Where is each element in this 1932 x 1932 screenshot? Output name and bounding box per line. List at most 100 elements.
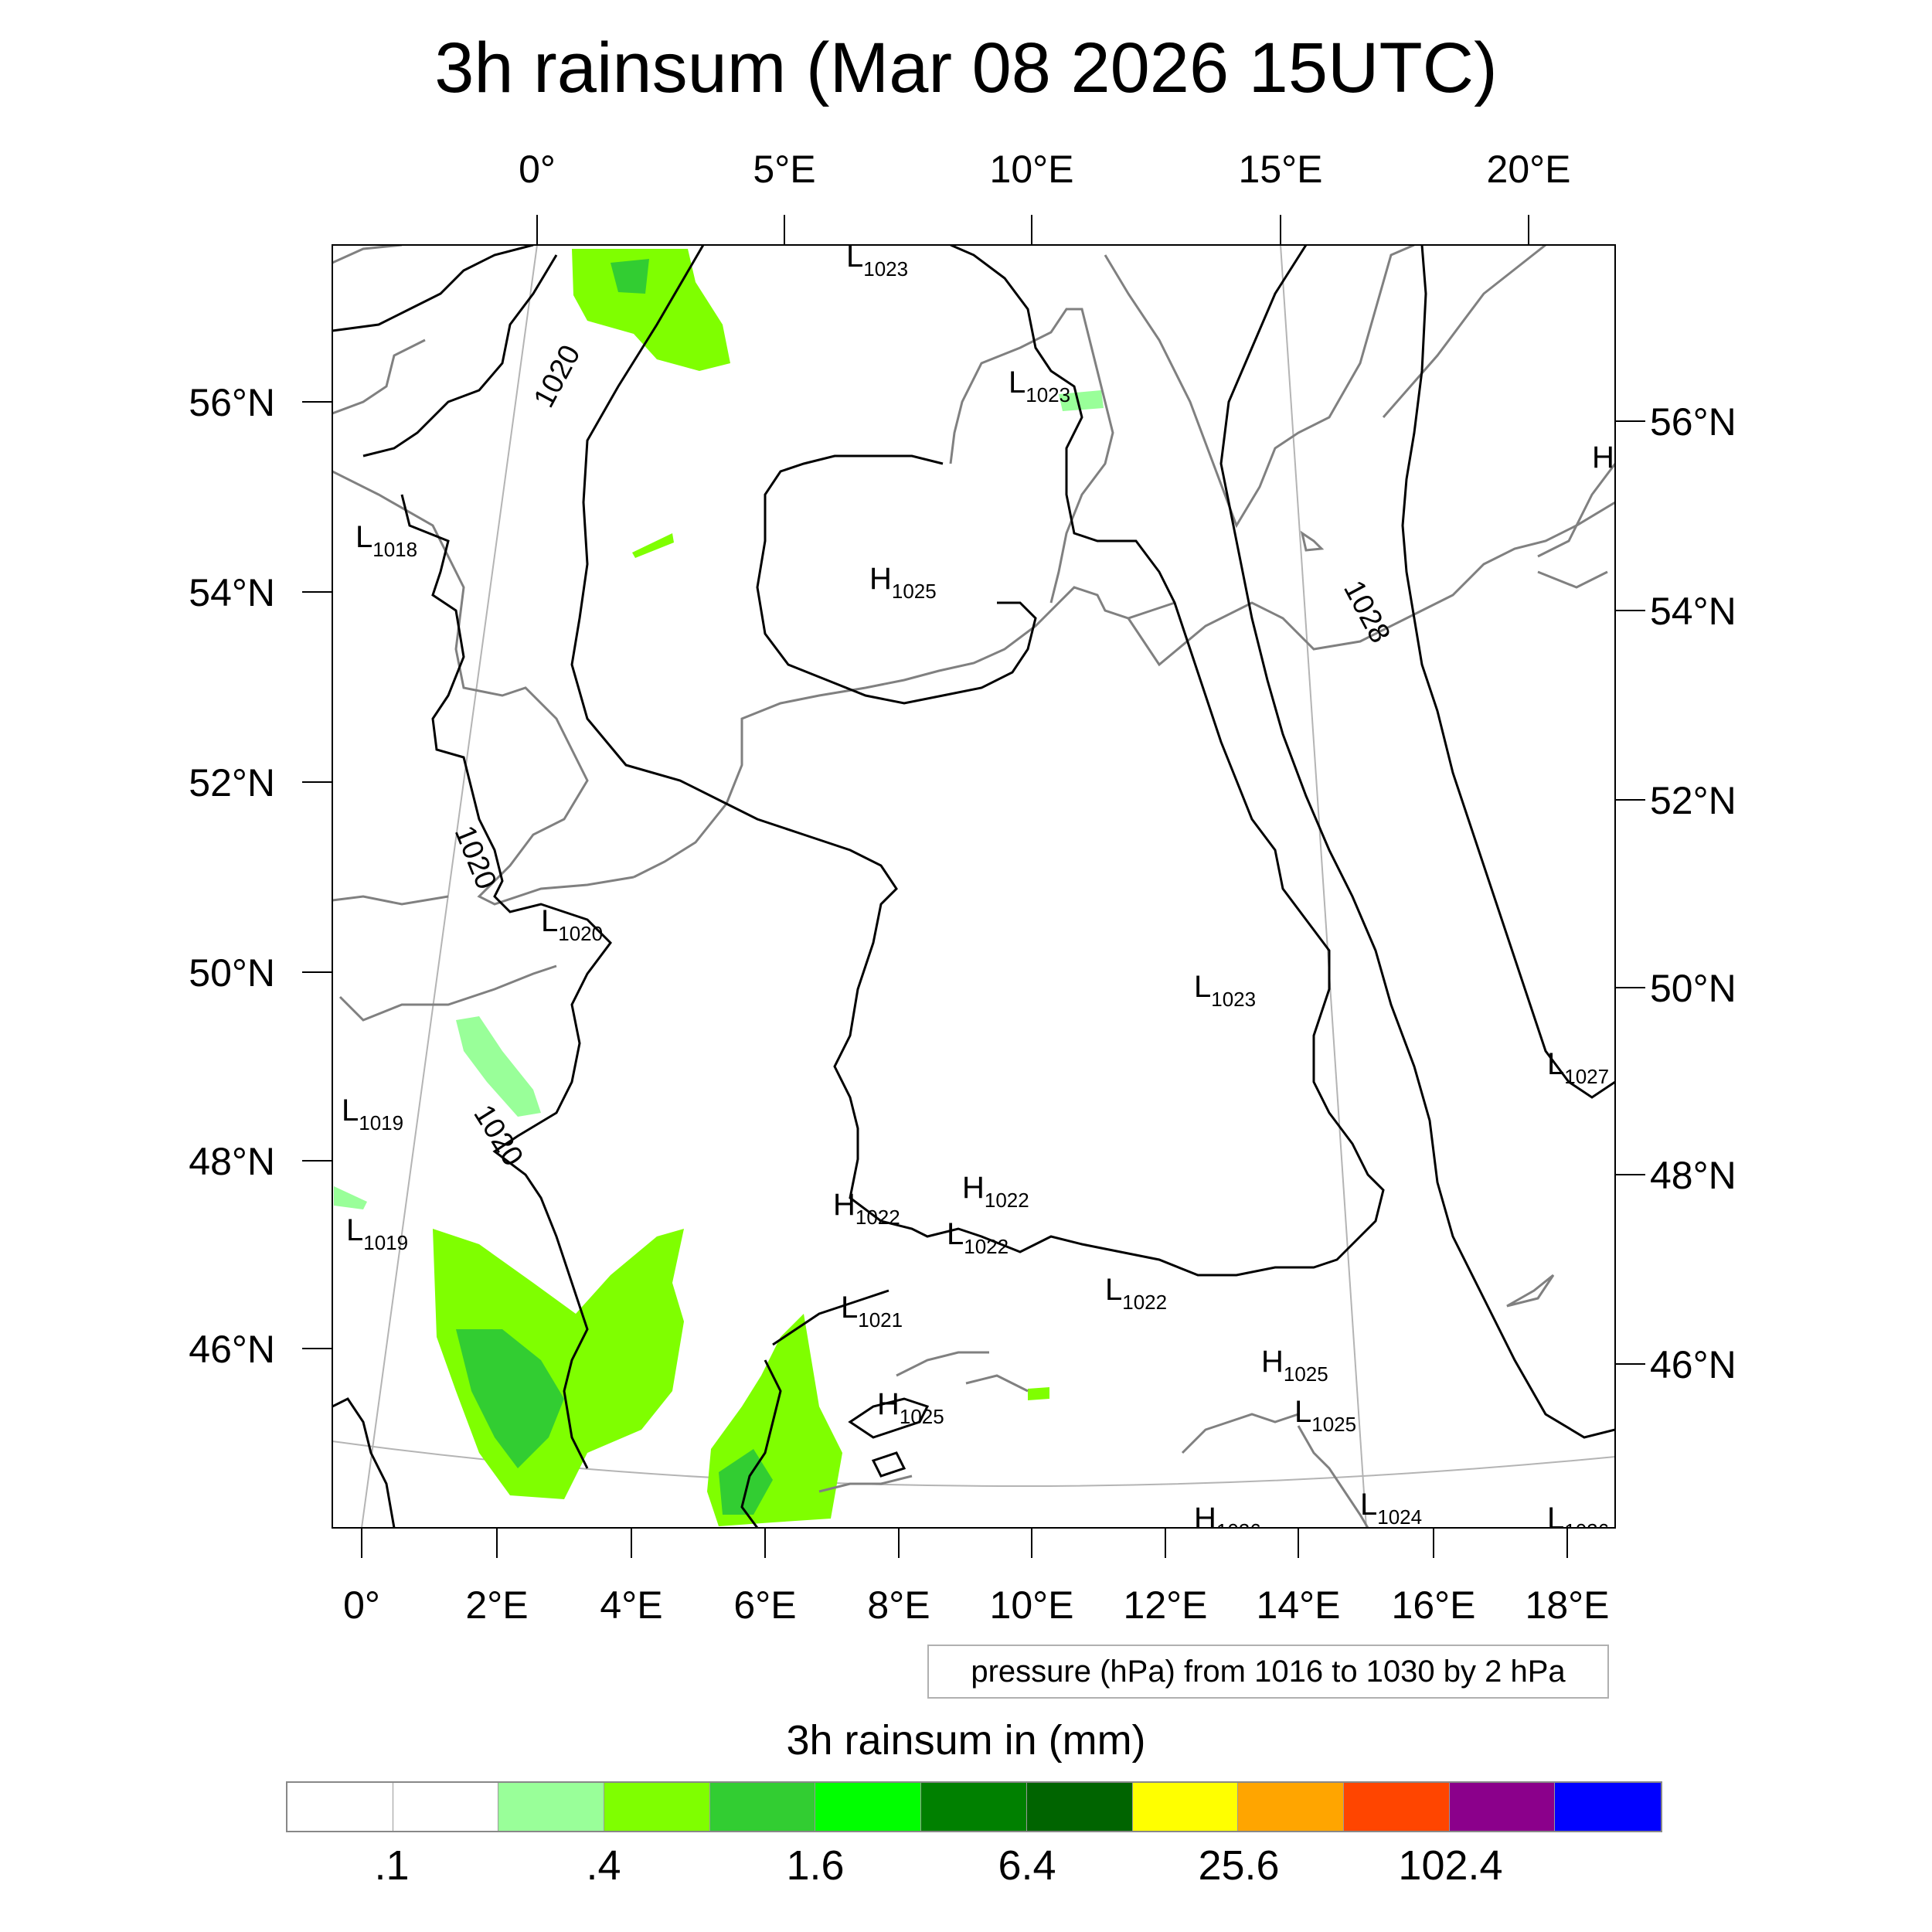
isobar-1028 bbox=[1219, 245, 1615, 1439]
colorbar-swatch bbox=[1449, 1783, 1556, 1831]
bottom-lon-label: 12°E bbox=[1124, 1583, 1208, 1627]
colorbar-tick-label: .1 bbox=[374, 1842, 410, 1889]
high-pressure-center: H1025 bbox=[877, 1387, 944, 1428]
rain-area-channel bbox=[456, 1016, 541, 1117]
isobar-labels: 1020 1020 1020 1028 bbox=[448, 340, 1396, 1172]
isobar-1020-main bbox=[570, 245, 1385, 1277]
coast-baltic-south bbox=[1127, 501, 1615, 667]
coast-denmark bbox=[949, 308, 1114, 604]
coastlines bbox=[332, 245, 1615, 1528]
right-lat-label: 46°N bbox=[1650, 1343, 1736, 1386]
rain-spot-italy bbox=[1028, 1387, 1049, 1400]
colorbar-tick-label: .4 bbox=[586, 1842, 621, 1889]
high-pressure-center: H1026 bbox=[1194, 1502, 1261, 1543]
colorbar-title: 3h rainsum in (mm) bbox=[786, 1717, 1146, 1764]
top-lon-label: 20°E bbox=[1487, 148, 1571, 191]
rain-area-denmark bbox=[1059, 390, 1104, 411]
left-lat-label: 54°N bbox=[189, 571, 275, 614]
colorbar-swatch bbox=[287, 1783, 393, 1831]
low-pressure-center: L1019 bbox=[342, 1094, 403, 1134]
coast-benelux bbox=[633, 586, 1175, 879]
bottom-lon-label: 2°E bbox=[465, 1583, 528, 1627]
isobar-label-channel: 1020 bbox=[448, 821, 503, 894]
bottom-lon-label: 6°E bbox=[733, 1583, 796, 1627]
coast-italy bbox=[818, 1351, 1029, 1493]
low-pressure-center: L1018 bbox=[355, 520, 417, 561]
right-lat-label: 48°N bbox=[1650, 1154, 1736, 1197]
low-pressure-center: L1022 bbox=[947, 1217, 1009, 1258]
isobars bbox=[332, 245, 1615, 1528]
colorbar-tick-label: 102.4 bbox=[1398, 1842, 1503, 1889]
rain-core-france bbox=[456, 1329, 564, 1468]
colorbar-swatch bbox=[498, 1783, 605, 1831]
low-pressure-center: L1020 bbox=[541, 904, 603, 945]
left-lat-label: 52°N bbox=[189, 761, 275, 804]
colorbar-swatch bbox=[921, 1783, 1027, 1831]
isobar-label-east: 1028 bbox=[1337, 576, 1396, 648]
bottom-lon-label: 0° bbox=[343, 1583, 380, 1627]
colorbar-swatch bbox=[604, 1783, 710, 1831]
isobar-high-north-sea bbox=[756, 454, 1037, 705]
right-lat-label: 50°N bbox=[1650, 967, 1736, 1010]
axis-labels: 0° 5°E 10°E 15°E 20°E 0° 2°E 4°E 6°E 8°E… bbox=[189, 148, 1736, 1627]
colorbar-swatch bbox=[709, 1783, 816, 1831]
high-pressure-center: H1025 bbox=[869, 562, 937, 603]
high-pressure-center: H1022 bbox=[962, 1171, 1029, 1212]
rain-core-alps bbox=[719, 1449, 773, 1515]
bottom-lon-label: 4°E bbox=[600, 1583, 662, 1627]
top-lon-label: 5°E bbox=[753, 148, 815, 191]
isobar-alps bbox=[740, 1289, 889, 1528]
low-pressure-center: L1019 bbox=[346, 1213, 408, 1254]
left-lat-label: 50°N bbox=[189, 951, 275, 995]
high-pressure-center: H bbox=[1592, 440, 1614, 474]
colorbar-swatch bbox=[1026, 1783, 1133, 1831]
rain-area-north-sea bbox=[572, 249, 730, 371]
meridian-15e bbox=[1280, 245, 1367, 1528]
colorbar-tick-label: 25.6 bbox=[1198, 1842, 1280, 1889]
pressure-info-box: pressure (hPa) from 1016 to 1030 by 2 hP… bbox=[927, 1645, 1609, 1699]
coast-adriatic bbox=[1181, 1413, 1369, 1528]
top-lon-label: 15°E bbox=[1239, 148, 1323, 191]
bottom-lon-label: 18°E bbox=[1526, 1583, 1610, 1627]
left-lat-label: 46°N bbox=[189, 1328, 275, 1371]
colorbar-swatch bbox=[1343, 1783, 1450, 1831]
right-lat-label: 52°N bbox=[1650, 779, 1736, 822]
top-lon-label: 10°E bbox=[990, 148, 1074, 191]
top-lon-label: 0° bbox=[519, 148, 556, 191]
isobar-east bbox=[1401, 245, 1615, 1099]
isobar-west-south bbox=[332, 1397, 396, 1528]
low-pressure-center: L1026 bbox=[1547, 1502, 1609, 1543]
coast-baltic-east bbox=[1537, 463, 1615, 589]
left-lat-label: 48°N bbox=[189, 1140, 275, 1183]
colorbar-swatch bbox=[815, 1783, 922, 1831]
low-pressure-center: L1022 bbox=[1105, 1273, 1167, 1314]
colorbar-tick-label: 6.4 bbox=[998, 1842, 1056, 1889]
bottom-lon-label: 10°E bbox=[990, 1583, 1074, 1627]
colorbar-tick-label: 1.6 bbox=[786, 1842, 845, 1889]
lakes bbox=[1300, 530, 1555, 1308]
rain-areas bbox=[334, 249, 1104, 1526]
rain-area-west-edge bbox=[334, 1186, 367, 1209]
map-frame bbox=[332, 244, 1616, 1529]
coast-sweden bbox=[1104, 245, 1546, 529]
high-pressure-center: H1025 bbox=[1261, 1345, 1328, 1386]
rain-core-north-sea bbox=[611, 259, 649, 294]
right-lat-label: 54°N bbox=[1650, 590, 1736, 633]
isobar-1020-a bbox=[362, 254, 558, 457]
rain-streak-north-sea bbox=[632, 533, 674, 558]
axis-ticks bbox=[302, 215, 1645, 1558]
coast-uk-east bbox=[332, 245, 634, 906]
map-area: 1020 1020 1020 1028 L1023 L1023 L1018 H1025… bbox=[332, 245, 1615, 1543]
colorbar-swatch bbox=[1238, 1783, 1344, 1831]
colorbar bbox=[286, 1781, 1662, 1832]
isobar-label-north-sea: 1020 bbox=[528, 340, 587, 413]
isobar-uk-loop bbox=[400, 494, 612, 1469]
bottom-lon-label: 16°E bbox=[1392, 1583, 1476, 1627]
coast-france-north bbox=[332, 895, 557, 1022]
colorbar-swatch bbox=[1555, 1783, 1661, 1831]
isobar-west-1020 bbox=[332, 245, 534, 332]
low-pressure-center: L1024 bbox=[1360, 1488, 1422, 1529]
low-pressure-center: L1025 bbox=[1294, 1395, 1356, 1436]
meridian-0 bbox=[361, 245, 538, 1528]
